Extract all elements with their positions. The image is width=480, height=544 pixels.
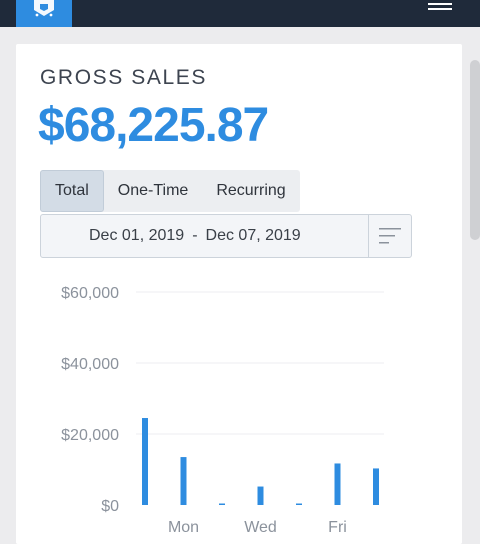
tab-one-time[interactable]: One-Time [117,182,189,199]
y-tick-label: $40,000 [61,356,119,373]
bar-wed[interactable] [257,486,264,505]
y-tick-label: $0 [101,498,119,515]
x-tick-label: Mon [168,519,199,536]
x-tick-label: Fri [328,519,347,536]
app-logo[interactable] [16,0,72,27]
card-title: GROSS SALES [40,66,207,89]
date-start: Dec 01, 2019 [89,227,185,244]
hamburger-menu-icon[interactable] [428,0,452,14]
tab-total[interactable]: Total [40,170,104,212]
y-tick-label: $60,000 [61,285,119,302]
bar-fri[interactable] [334,463,341,505]
sales-type-tabs: Total One-Time Recurring [40,170,300,212]
bar-sat[interactable] [373,468,379,505]
filter-lines-icon [379,228,401,244]
box-logo-icon [34,0,54,17]
bar-sun[interactable] [142,418,148,505]
date-range-text[interactable]: Dec 01, 2019- Dec 07, 2019 [89,215,301,257]
gross-sales-amount: $68,225.87 [38,99,269,152]
gross-sales-bar-chart: $60,000 $40,000 $20,000 $0 Mon Wed Fri [61,285,384,536]
date-separator: - [192,227,198,244]
top-navigation-bar [0,0,480,27]
filter-button[interactable] [368,215,411,257]
scrollbar[interactable] [470,60,480,240]
gross-sales-card: GROSS SALES $68,225.87 Total One-Time Re… [16,44,462,544]
date-end: Dec 07, 2019 [205,227,301,244]
tab-recurring[interactable]: Recurring [216,182,286,199]
date-range-picker[interactable]: Dec 01, 2019- Dec 07, 2019 [40,214,412,258]
x-tick-label: Wed [244,519,277,536]
bar-tue[interactable] [219,503,225,506]
bar-mon[interactable] [180,457,187,505]
y-tick-label: $20,000 [61,427,119,444]
bar-thu[interactable] [296,503,302,506]
